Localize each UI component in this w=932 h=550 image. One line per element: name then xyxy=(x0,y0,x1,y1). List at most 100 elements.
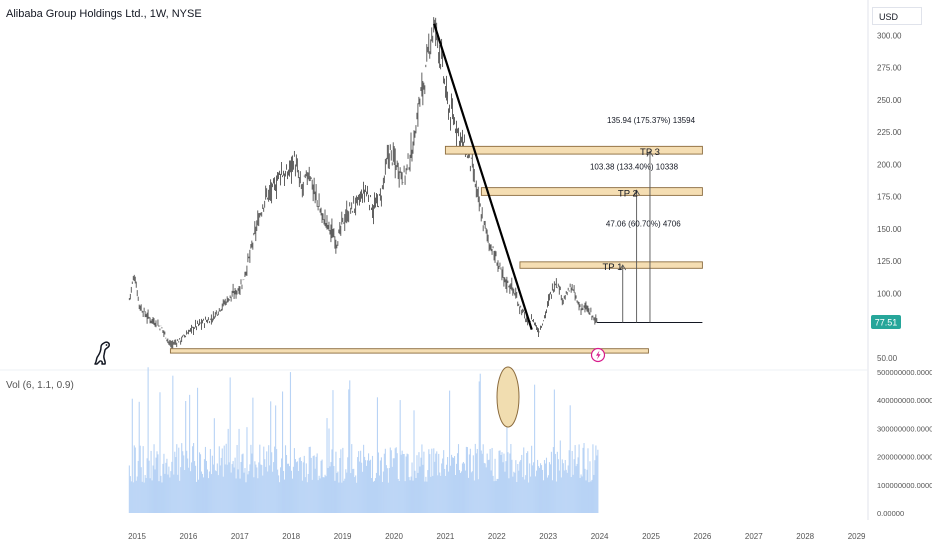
volume-bar xyxy=(406,453,408,513)
volume-bar xyxy=(182,451,184,513)
volume-bar xyxy=(222,476,224,513)
volume-bar xyxy=(548,462,550,513)
volume-bar xyxy=(332,390,334,513)
volume-bar xyxy=(129,476,131,513)
volume-bar xyxy=(566,472,568,513)
volume-bar xyxy=(250,444,252,513)
volume-bar xyxy=(419,466,421,513)
currency-selector[interactable]: USD xyxy=(872,7,922,25)
volume-bar xyxy=(498,450,500,513)
volume-bar xyxy=(312,456,314,513)
volume-bar xyxy=(404,481,406,513)
volume-bar xyxy=(243,472,245,513)
volume-bar xyxy=(537,459,539,513)
volume-bar xyxy=(572,474,574,513)
volume-bar xyxy=(144,475,146,513)
volume-bar xyxy=(311,479,313,513)
volume-bar xyxy=(386,468,388,513)
volume-bar xyxy=(197,479,200,513)
volume-bar xyxy=(509,453,511,513)
volume-bar xyxy=(547,475,549,513)
volume-bar xyxy=(551,480,553,513)
volume-bar xyxy=(508,478,510,513)
volume-bar xyxy=(304,477,306,513)
volume-bar xyxy=(352,469,354,513)
time-tick-label: 2018 xyxy=(282,532,300,541)
volume-bar xyxy=(162,463,164,513)
volume-bar xyxy=(458,470,461,513)
volume-bar xyxy=(556,451,558,513)
volume-bar xyxy=(309,446,311,513)
volume-bar xyxy=(402,454,404,513)
volume-bar xyxy=(467,477,469,513)
volume-bar xyxy=(494,458,496,513)
measure-label: 135.94 (175.37%) 13594 xyxy=(607,116,696,125)
volume-bar xyxy=(269,465,271,513)
volume-bar xyxy=(231,464,233,513)
volume-bar xyxy=(588,482,590,513)
volume-highlight-ellipse xyxy=(496,366,520,428)
volume-bar xyxy=(155,457,157,513)
volume-bar xyxy=(177,474,179,513)
tp-label-3: TP 3 xyxy=(640,147,660,158)
volume-bar xyxy=(333,466,335,513)
volume-bar xyxy=(224,464,226,513)
volume-bar xyxy=(164,473,166,513)
volume-bar xyxy=(444,468,446,513)
volume-bar xyxy=(450,465,452,513)
volume-bar xyxy=(521,454,523,513)
volume-bar xyxy=(418,452,420,513)
volume-bar xyxy=(179,480,181,513)
volume-bar xyxy=(367,453,370,513)
volume-bar xyxy=(399,400,401,513)
volume-bar xyxy=(484,463,486,513)
volume-bar xyxy=(186,450,188,513)
volume-bar xyxy=(284,445,287,513)
volume-bar xyxy=(257,478,259,513)
volume-bar xyxy=(574,445,576,513)
time-tick-label: 2029 xyxy=(848,532,866,541)
volume-bar xyxy=(300,461,302,513)
volume-bar xyxy=(356,482,358,513)
volume-bar xyxy=(318,475,320,513)
volume-bar xyxy=(408,477,410,513)
volume-bar xyxy=(170,471,172,513)
volume-bar xyxy=(442,458,444,513)
volume-bar xyxy=(143,482,145,513)
volume-bar xyxy=(134,447,136,513)
lightning-event-icon[interactable] xyxy=(590,347,606,363)
measure-arrow xyxy=(633,189,640,196)
volume-bar xyxy=(499,450,501,513)
volume-bar xyxy=(198,452,201,513)
volume-axis-labels: 0.00000 100000000.00000 200000000.00000 300… xyxy=(877,368,932,518)
volume-bar xyxy=(252,397,254,513)
volume-bar xyxy=(288,466,291,513)
volume-bar xyxy=(204,446,207,513)
volume-bar xyxy=(539,463,542,513)
volume-tick-label: 500000000.00000 xyxy=(877,368,932,377)
volume-bar xyxy=(378,475,380,513)
volume-bar xyxy=(397,478,399,513)
volume-bar xyxy=(580,474,582,513)
volume-bar xyxy=(169,477,171,513)
volume-bar xyxy=(457,444,460,513)
volume-bar xyxy=(410,476,412,513)
volume-bar xyxy=(184,470,186,513)
volume-bar xyxy=(592,444,594,513)
volume-bar xyxy=(470,472,472,513)
volume-bar xyxy=(591,479,593,513)
volume-bar xyxy=(544,463,547,513)
volume-bar xyxy=(195,465,197,513)
support-zone-box xyxy=(169,348,649,354)
volume-bar xyxy=(233,467,235,513)
volume-bar xyxy=(401,450,403,513)
volume-bar xyxy=(226,464,228,513)
volume-bar xyxy=(306,482,308,513)
volume-bar xyxy=(354,477,356,513)
downtrend-line xyxy=(433,23,533,330)
volume-bar xyxy=(314,468,316,513)
volume-bar xyxy=(196,481,198,513)
volume-bar xyxy=(472,455,474,513)
volume-bar xyxy=(585,480,587,513)
